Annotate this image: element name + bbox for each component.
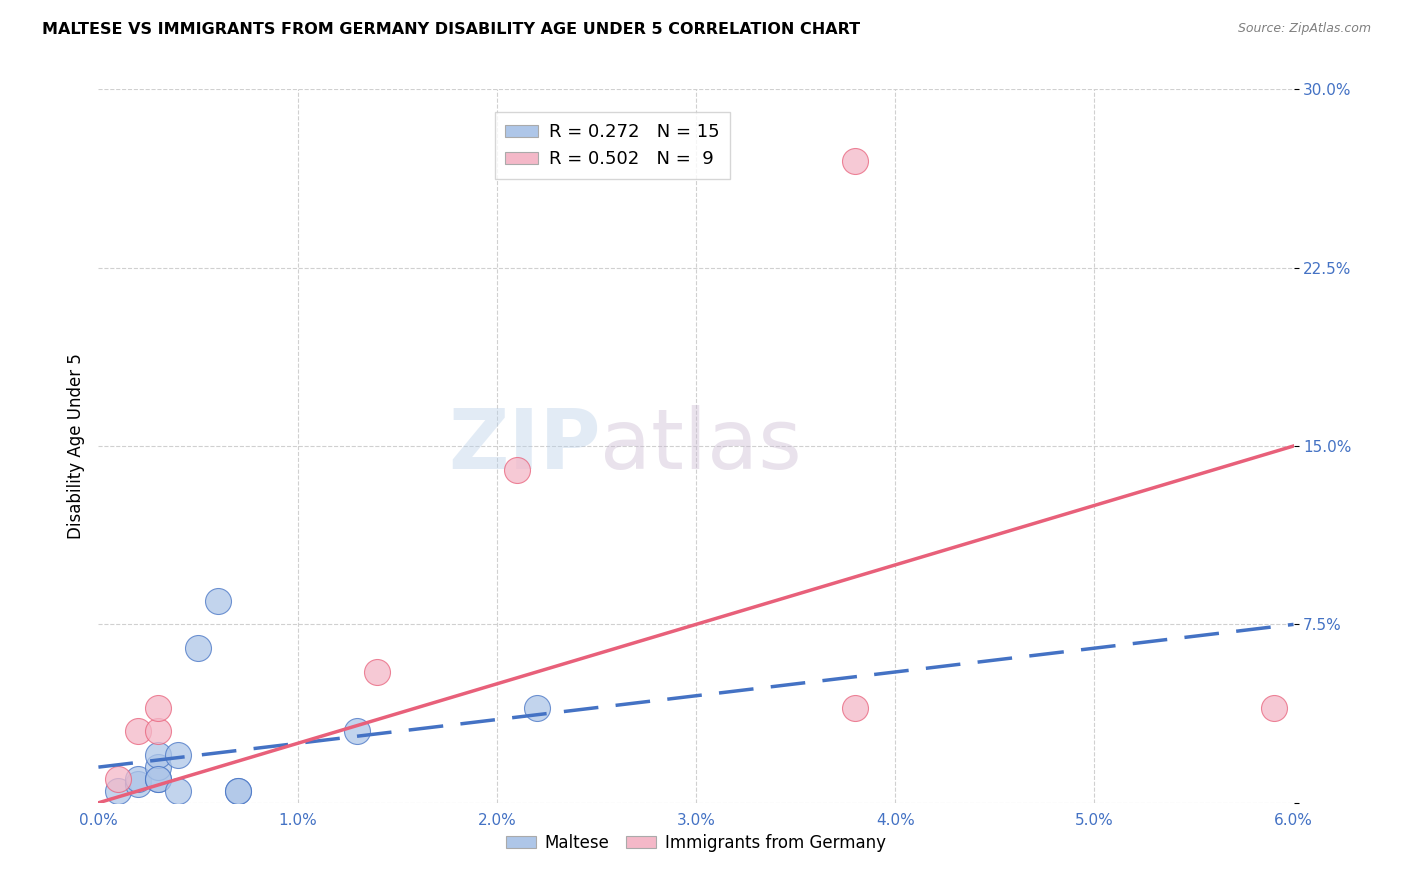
Point xyxy=(346,724,368,739)
Point xyxy=(167,784,190,798)
Point xyxy=(366,665,388,679)
Y-axis label: Disability Age Under 5: Disability Age Under 5 xyxy=(66,353,84,539)
Point xyxy=(187,641,209,656)
Point xyxy=(226,784,249,798)
Text: MALTESE VS IMMIGRANTS FROM GERMANY DISABILITY AGE UNDER 5 CORRELATION CHART: MALTESE VS IMMIGRANTS FROM GERMANY DISAB… xyxy=(42,22,860,37)
Point xyxy=(167,748,190,763)
Text: ZIP: ZIP xyxy=(449,406,600,486)
Point xyxy=(107,784,129,798)
Point xyxy=(148,700,170,714)
Point xyxy=(148,748,170,763)
Point xyxy=(127,772,149,786)
Point xyxy=(127,777,149,791)
Point xyxy=(1263,700,1285,714)
Point xyxy=(107,772,129,786)
Point xyxy=(148,760,170,774)
Point xyxy=(148,772,170,786)
Point xyxy=(526,700,548,714)
Text: Source: ZipAtlas.com: Source: ZipAtlas.com xyxy=(1237,22,1371,36)
Point xyxy=(207,593,229,607)
Point xyxy=(127,724,149,739)
Point xyxy=(226,784,249,798)
Point xyxy=(844,153,866,168)
Point xyxy=(148,772,170,786)
Text: atlas: atlas xyxy=(600,406,801,486)
Point xyxy=(148,724,170,739)
Point xyxy=(844,700,866,714)
Point xyxy=(506,463,529,477)
Legend: Maltese, Immigrants from Germany: Maltese, Immigrants from Germany xyxy=(499,828,893,859)
